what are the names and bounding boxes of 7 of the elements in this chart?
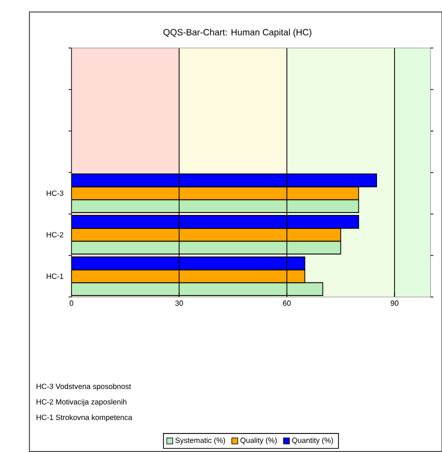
bar xyxy=(71,228,341,242)
bar xyxy=(71,215,359,229)
bar xyxy=(71,186,359,200)
bar xyxy=(71,269,305,284)
chart-title: QQS-Bar-Chart: Human Capital (HC) xyxy=(163,28,312,38)
bar xyxy=(71,174,377,188)
bar xyxy=(71,256,305,270)
